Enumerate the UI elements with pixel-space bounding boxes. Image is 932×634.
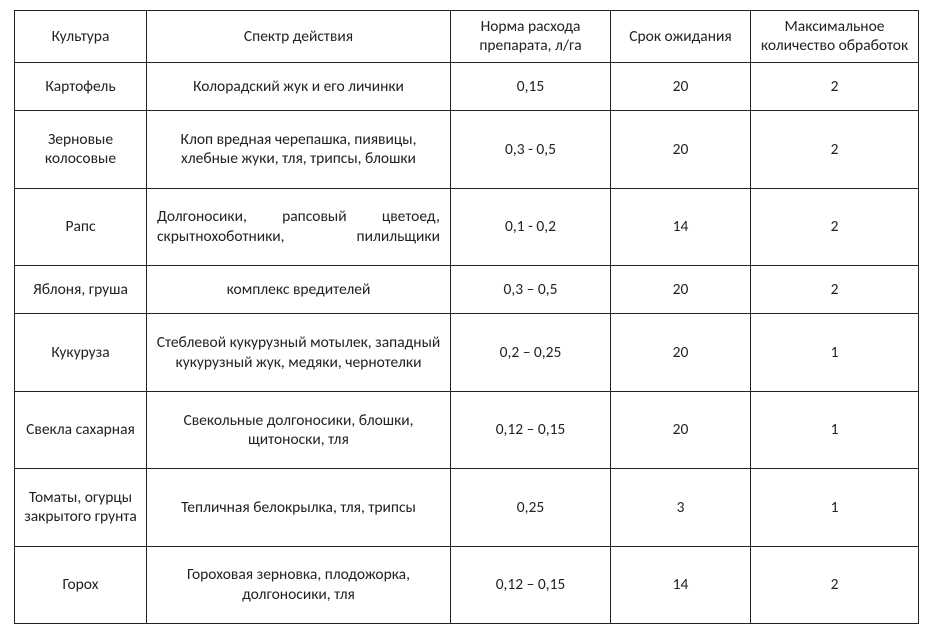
cell-max: 1 [751, 314, 919, 391]
cell-culture: Зерновые колосовые [15, 111, 147, 188]
cell-max: 1 [751, 469, 919, 546]
table-row: Яблоня, груша комплекс вредителей 0,3 – … [15, 265, 919, 313]
cell-wait: 14 [611, 188, 751, 265]
cell-wait: 20 [611, 62, 751, 110]
cell-wait: 20 [611, 265, 751, 313]
col-header-spectrum: Спектр действия [147, 11, 451, 63]
cell-rate: 0,3 - 0,5 [451, 111, 611, 188]
cell-spectrum: Колорадский жук и его личинки [147, 62, 451, 110]
col-header-culture: Культура [15, 11, 147, 63]
table-row: Кукуруза Стеблевой кукурузный мотылек, з… [15, 314, 919, 391]
cell-max: 2 [751, 62, 919, 110]
cell-max: 2 [751, 546, 919, 623]
cell-culture: Кукуруза [15, 314, 147, 391]
table-body: Картофель Колорадский жук и его личинки … [15, 62, 919, 623]
cell-wait: 20 [611, 391, 751, 468]
cell-spectrum: Тепличная белокрылка, тля, трипсы [147, 469, 451, 546]
cell-spectrum: Гороховая зерновка, плодожорка, долгонос… [147, 546, 451, 623]
cell-culture: Яблоня, груша [15, 265, 147, 313]
cell-wait: 20 [611, 111, 751, 188]
cell-spectrum: Свекольные долгоносики, блошки, щитоноск… [147, 391, 451, 468]
cell-culture: Рапс [15, 188, 147, 265]
cell-spectrum: комплекс вредителей [147, 265, 451, 313]
col-header-rate: Норма расхода препарата, л/га [451, 11, 611, 63]
table-row: Рапс Долгоносики, рапсовый цветоед, скры… [15, 188, 919, 265]
table-row: Горох Гороховая зерновка, плодожорка, до… [15, 546, 919, 623]
cell-max: 1 [751, 391, 919, 468]
cell-max: 2 [751, 188, 919, 265]
cell-wait: 14 [611, 546, 751, 623]
table-row: Свекла сахарная Свекольные долгоносики, … [15, 391, 919, 468]
col-header-max: Максимальное количество обработок [751, 11, 919, 63]
cell-rate: 0,1 - 0,2 [451, 188, 611, 265]
cell-max: 2 [751, 265, 919, 313]
cell-spectrum: Клоп вредная черепашка, пиявицы, хлебные… [147, 111, 451, 188]
cell-rate: 0,12 – 0,15 [451, 391, 611, 468]
cell-rate: 0,2 – 0,25 [451, 314, 611, 391]
table-row: Зерновые колосовые Клоп вредная черепашк… [15, 111, 919, 188]
col-header-wait: Срок ожидания [611, 11, 751, 63]
cell-rate: 0,3 – 0,5 [451, 265, 611, 313]
pesticide-table: Культура Спектр действия Норма расхода п… [14, 10, 919, 624]
cell-rate: 0,25 [451, 469, 611, 546]
table-header: Культура Спектр действия Норма расхода п… [15, 11, 919, 63]
cell-wait: 20 [611, 314, 751, 391]
cell-culture: Картофель [15, 62, 147, 110]
cell-culture: Томаты, огурцы закрытого грунта [15, 469, 147, 546]
table-header-row: Культура Спектр действия Норма расхода п… [15, 11, 919, 63]
cell-wait: 3 [611, 469, 751, 546]
cell-spectrum: Стеблевой кукурузный мотылек, западный к… [147, 314, 451, 391]
table-row: Томаты, огурцы закрытого грунта Теплична… [15, 469, 919, 546]
table-row: Картофель Колорадский жук и его личинки … [15, 62, 919, 110]
cell-spectrum: Долгоносики, рапсовый цветоед, скрытнохо… [147, 188, 451, 265]
cell-culture: Свекла сахарная [15, 391, 147, 468]
cell-rate: 0,15 [451, 62, 611, 110]
cell-max: 2 [751, 111, 919, 188]
cell-culture: Горох [15, 546, 147, 623]
cell-rate: 0,12 – 0,15 [451, 546, 611, 623]
